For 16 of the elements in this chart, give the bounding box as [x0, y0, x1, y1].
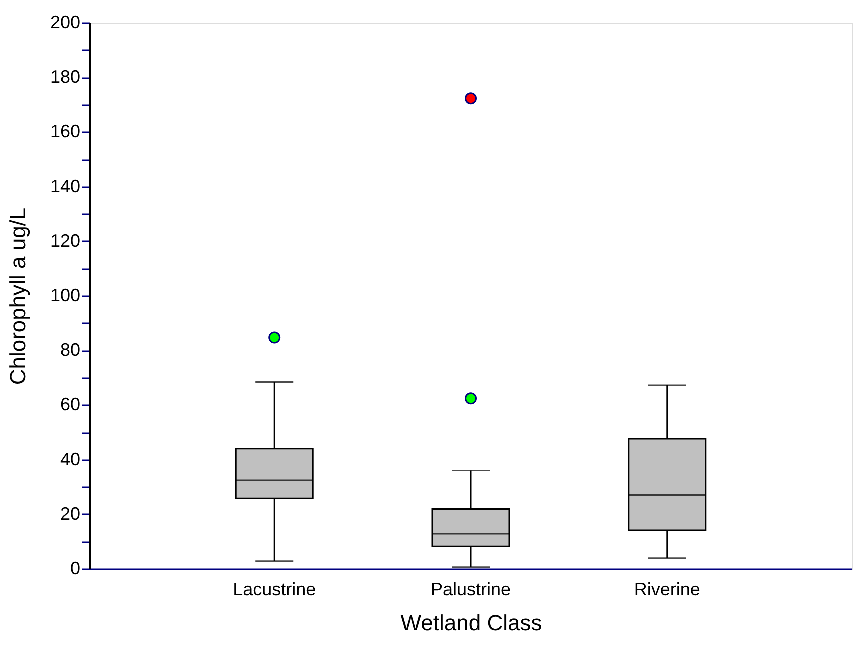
x-tick-label: Palustrine	[430, 580, 512, 600]
y-tick-label: 200	[50, 12, 80, 32]
x-tick-label: Lacustrine	[233, 580, 316, 600]
y-tick-label: 100	[50, 286, 80, 306]
y-tick-label: 140	[50, 176, 80, 196]
y-axis-title: Chlorophyll a ug/L	[5, 208, 30, 386]
y-tick-label: 20	[60, 504, 80, 524]
y-tick-label: 80	[60, 340, 80, 360]
x-tick-label: Riverine	[634, 580, 700, 600]
y-tick-label: 0	[70, 558, 80, 578]
y-tick-label: 180	[50, 67, 80, 88]
y-tick-label: 60	[60, 394, 80, 415]
x-axis-title: Wetland Class	[400, 610, 542, 636]
y-tick-label: 40	[60, 449, 80, 470]
y-tick-label: 160	[50, 122, 80, 142]
y-tick-label: 120	[50, 230, 80, 251]
